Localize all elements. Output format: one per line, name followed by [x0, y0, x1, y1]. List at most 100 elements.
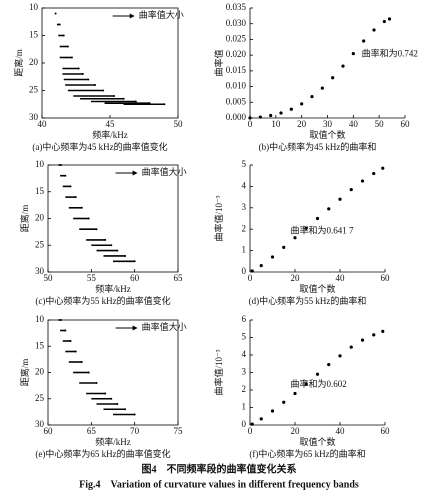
- data-point: [360, 338, 365, 342]
- data-point: [293, 236, 297, 240]
- legend-arrowhead: [132, 325, 138, 331]
- data-point: [382, 19, 386, 24]
- y-tick-label: 3: [242, 202, 247, 212]
- data-point: [66, 45, 69, 48]
- data-point: [349, 345, 353, 349]
- y-tick-label: 0: [242, 419, 247, 429]
- data-point: [320, 86, 324, 90]
- data-point: [95, 228, 98, 231]
- data-point: [327, 207, 331, 211]
- legend-arrowhead: [129, 13, 135, 19]
- y-axis-label: 曲率值: [213, 49, 224, 76]
- x-tick-label: 20: [291, 273, 301, 283]
- x-tick-label: 60: [381, 273, 391, 283]
- y-tick-label: 15: [35, 186, 45, 196]
- data-point: [315, 372, 320, 376]
- data-point: [60, 164, 62, 166]
- y-tick-label: 30: [35, 419, 45, 429]
- y-tick-label: 2: [242, 223, 247, 233]
- legend-label: 曲率值大小: [142, 166, 187, 177]
- legend-label: 曲率值大小: [142, 321, 187, 332]
- data-point: [289, 107, 293, 111]
- annotation: 曲率和为0.641 7: [291, 224, 355, 235]
- x-tick-label: 50: [375, 119, 385, 129]
- data-point: [62, 34, 65, 37]
- data-point: [104, 238, 107, 241]
- legend-label: 曲率值大小: [139, 9, 184, 20]
- x-tick-label: 40: [336, 273, 346, 283]
- y-tick-label: 10: [29, 2, 39, 12]
- data-point: [80, 361, 83, 363]
- data-point: [304, 382, 308, 386]
- data-point: [250, 422, 254, 426]
- data-point: [77, 67, 80, 70]
- data-point: [372, 28, 376, 32]
- x-tick-label: 55: [87, 273, 97, 283]
- x-tick-label: 60: [130, 273, 140, 283]
- x-tick-label: 65: [174, 273, 184, 283]
- data-point: [248, 116, 252, 120]
- panel-caption: (e)中心频率为65 kHz的曲率值变化: [35, 448, 170, 459]
- x-axis-label: 频率/kHz: [95, 283, 131, 294]
- y-tick-label: 0.020: [226, 49, 247, 59]
- y-tick-label: 20: [35, 367, 45, 377]
- y-tick-label: 0: [242, 266, 247, 276]
- x-tick-label: 40: [38, 119, 48, 129]
- data-point: [270, 255, 275, 259]
- annotation: 曲率和为0.742: [362, 47, 418, 58]
- y-tick-label: 0.000: [226, 112, 247, 122]
- data-point: [58, 23, 61, 26]
- data-point: [94, 84, 97, 86]
- data-point: [381, 166, 385, 170]
- data-point: [69, 185, 72, 188]
- panel-caption: (b)中心频率为45 kHz的曲率和: [259, 141, 377, 152]
- y-tick-label: 4: [242, 180, 247, 190]
- x-tick-label: 20: [291, 426, 301, 436]
- y-axis-label: 曲率值/10⁻³: [213, 195, 224, 241]
- figure-caption-en: Fig.4 Variation of curvature values in d…: [79, 479, 359, 490]
- y-tick-label: 0.010: [226, 81, 247, 91]
- y-tick-label: 0.025: [226, 33, 247, 43]
- data-point: [282, 245, 286, 249]
- y-tick-label: 25: [29, 85, 39, 95]
- data-point: [116, 249, 119, 252]
- x-tick-label: 0: [248, 426, 253, 436]
- data-point: [259, 417, 263, 421]
- data-point: [74, 350, 77, 353]
- data-point: [279, 111, 283, 115]
- data-point: [372, 171, 376, 176]
- x-axis-label: 取值个数: [299, 436, 335, 447]
- y-tick-label: 15: [35, 340, 45, 350]
- x-tick-label: 60: [44, 426, 54, 436]
- y-tick-label: 30: [29, 112, 39, 122]
- panel-caption: (c)中心频率为55 kHz的曲率值变化: [35, 295, 170, 306]
- data-point: [304, 226, 308, 230]
- data-point: [133, 260, 136, 263]
- x-tick-label: 0: [248, 273, 253, 283]
- y-tick-label: 0.015: [226, 65, 247, 75]
- data-point: [80, 206, 83, 209]
- data-point: [60, 319, 62, 321]
- y-tick-label: 0.005: [226, 96, 247, 106]
- data-point: [338, 197, 342, 201]
- y-axis-label: 距离/m: [13, 49, 24, 77]
- x-tick-label: 70: [130, 426, 140, 436]
- y-tick-label: 15: [29, 30, 39, 40]
- y-tick-label: 1: [242, 402, 247, 412]
- legend-arrowhead: [132, 170, 138, 176]
- y-tick-label: 25: [35, 393, 45, 403]
- data-point: [300, 102, 304, 106]
- data-point: [70, 56, 73, 59]
- y-tick-label: 5: [242, 159, 247, 169]
- data-point: [327, 363, 331, 367]
- x-tick-label: 0: [248, 119, 253, 129]
- y-tick-label: 5: [242, 332, 247, 342]
- y-tick-label: 2: [242, 384, 247, 394]
- y-tick-label: 20: [29, 57, 39, 67]
- data-point: [351, 51, 355, 56]
- x-tick-label: 20: [297, 119, 307, 129]
- data-point: [54, 12, 57, 15]
- data-point: [331, 76, 335, 80]
- data-point: [74, 196, 77, 199]
- x-tick-label: 65: [87, 426, 97, 436]
